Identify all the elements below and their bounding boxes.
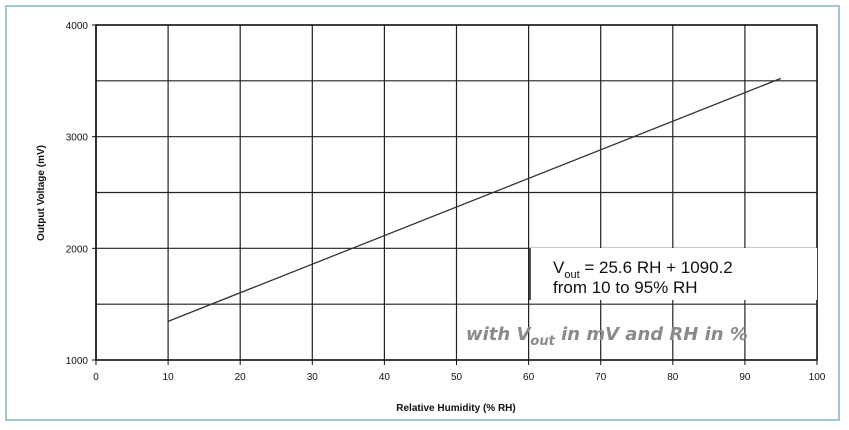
y-tick-label: 1000 <box>66 356 89 367</box>
y-tick-label: 2000 <box>66 244 89 255</box>
x-tick-label: 20 <box>235 372 247 383</box>
x-tick-label: 40 <box>379 372 391 383</box>
series-line <box>167 77 782 322</box>
grid <box>95 24 818 361</box>
tick-labels: 0 10 20 30 40 50 60 70 80 90 100 1000 2000 3000 4000 <box>66 21 826 383</box>
x-tick-label: 50 <box>451 372 463 383</box>
series-layer <box>167 77 782 322</box>
x-tick-label: 60 <box>523 372 535 383</box>
x-tick-label: 10 <box>163 372 175 383</box>
x-tick-label: 100 <box>809 372 826 383</box>
y-axis-label: Output Voltage (mV) <box>36 145 47 241</box>
x-tick-label: 80 <box>667 372 679 383</box>
note-text: with Vout in mV and RH in % <box>466 324 748 349</box>
equation-text: Vout = 25.6 RH + 1090.2 <box>553 258 733 281</box>
y-tick-label: 4000 <box>66 21 89 32</box>
range-text: from 10 to 95% RH <box>553 278 698 297</box>
equation-box <box>530 248 817 300</box>
x-tick-label: 70 <box>595 372 607 383</box>
x-tick-label: 0 <box>93 372 99 383</box>
x-tick-label: 90 <box>739 372 751 383</box>
x-axis-label: Relative Humidity (% RH) <box>396 403 515 414</box>
x-tick-label: 30 <box>307 372 319 383</box>
y-tick-label: 3000 <box>66 133 89 144</box>
chart-frame <box>5 5 840 421</box>
